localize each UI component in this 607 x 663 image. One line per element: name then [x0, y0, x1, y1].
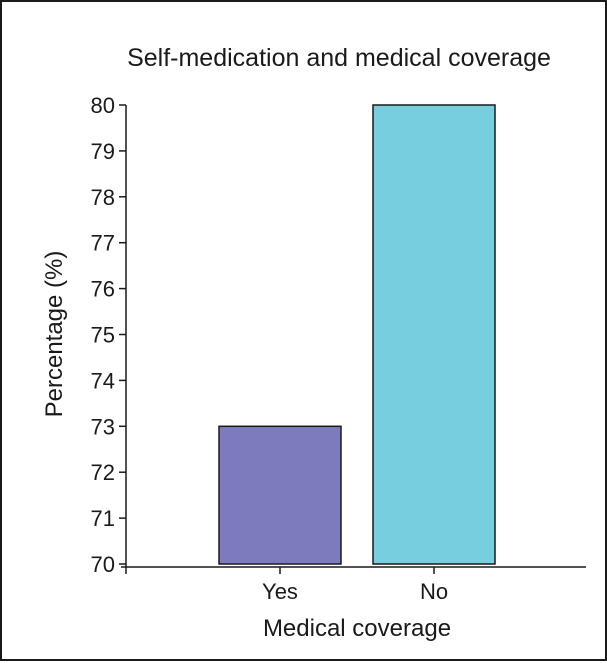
y-tick-label: 75	[91, 323, 115, 348]
y-tick-label: 80	[91, 93, 115, 118]
x-tick-label: Yes	[262, 579, 298, 604]
x-axis: Yes No	[121, 566, 586, 604]
y-tick-label: 76	[91, 277, 115, 302]
bar-no	[372, 104, 496, 565]
bar-yes	[218, 425, 342, 565]
y-tick-label: 70	[91, 552, 115, 577]
y-tick-label: 71	[91, 506, 115, 531]
y-tick-label: 79	[91, 139, 115, 164]
x-axis-label: Medical coverage	[263, 615, 451, 642]
chart-title: Self-medication and medical coverage	[127, 44, 551, 72]
y-tick-label: 77	[91, 231, 115, 256]
y-axis-label: Percentage (%)	[41, 251, 68, 418]
y-axis: 70 71 72 73 74 75 76 77 78 79 80	[91, 93, 127, 577]
y-tick-label: 74	[91, 368, 115, 393]
y-tick-label: 73	[91, 414, 115, 439]
y-tick-label: 72	[91, 460, 115, 485]
bars	[218, 104, 496, 565]
x-tick-label: No	[420, 579, 448, 604]
y-tick-label: 78	[91, 185, 115, 210]
